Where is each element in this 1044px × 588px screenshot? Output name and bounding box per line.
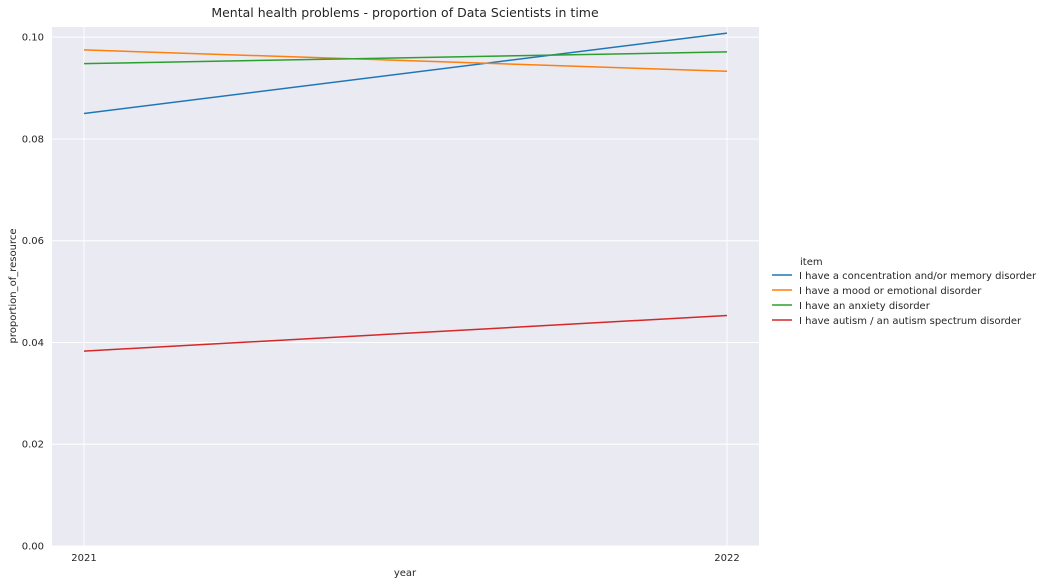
legend-label: I have a concentration and/or memory dis… (799, 271, 1037, 282)
legend-label: I have an anxiety disorder (799, 301, 931, 312)
legend-title: item (800, 257, 823, 268)
plot-background (52, 27, 759, 546)
y-tick-label: 0.04 (22, 338, 44, 349)
x-tick-label: 2021 (71, 553, 96, 564)
y-tick-label: 0.10 (22, 33, 44, 44)
series-line-1 (83, 32, 728, 115)
y-tick-label: 0.00 (22, 542, 44, 553)
y-axis-label: proportion_of_resource (8, 229, 19, 344)
series-line-2 (83, 49, 728, 73)
series-line-4 (83, 314, 728, 352)
x-tick-label: 2022 (714, 553, 739, 564)
x-axis-label: year (394, 568, 417, 579)
legend: item I have a concentration and/or memor… (772, 257, 1037, 327)
y-tick-label: 0.08 (22, 134, 44, 145)
legend-label: I have a mood or emotional disorder (799, 286, 982, 297)
chart-title: Mental health problems - proportion of D… (211, 5, 599, 20)
axes: 0.00 0.02 0.04 0.06 0.08 0.10 2021 2022 (22, 33, 740, 564)
y-tick-label: 0.02 (22, 440, 44, 451)
y-tick-label: 0.06 (22, 236, 44, 247)
series-line-3 (83, 51, 728, 65)
series-lines (83, 32, 728, 352)
legend-label: I have autism / an autism spectrum disor… (799, 316, 1022, 327)
grid-lines (52, 27, 759, 547)
